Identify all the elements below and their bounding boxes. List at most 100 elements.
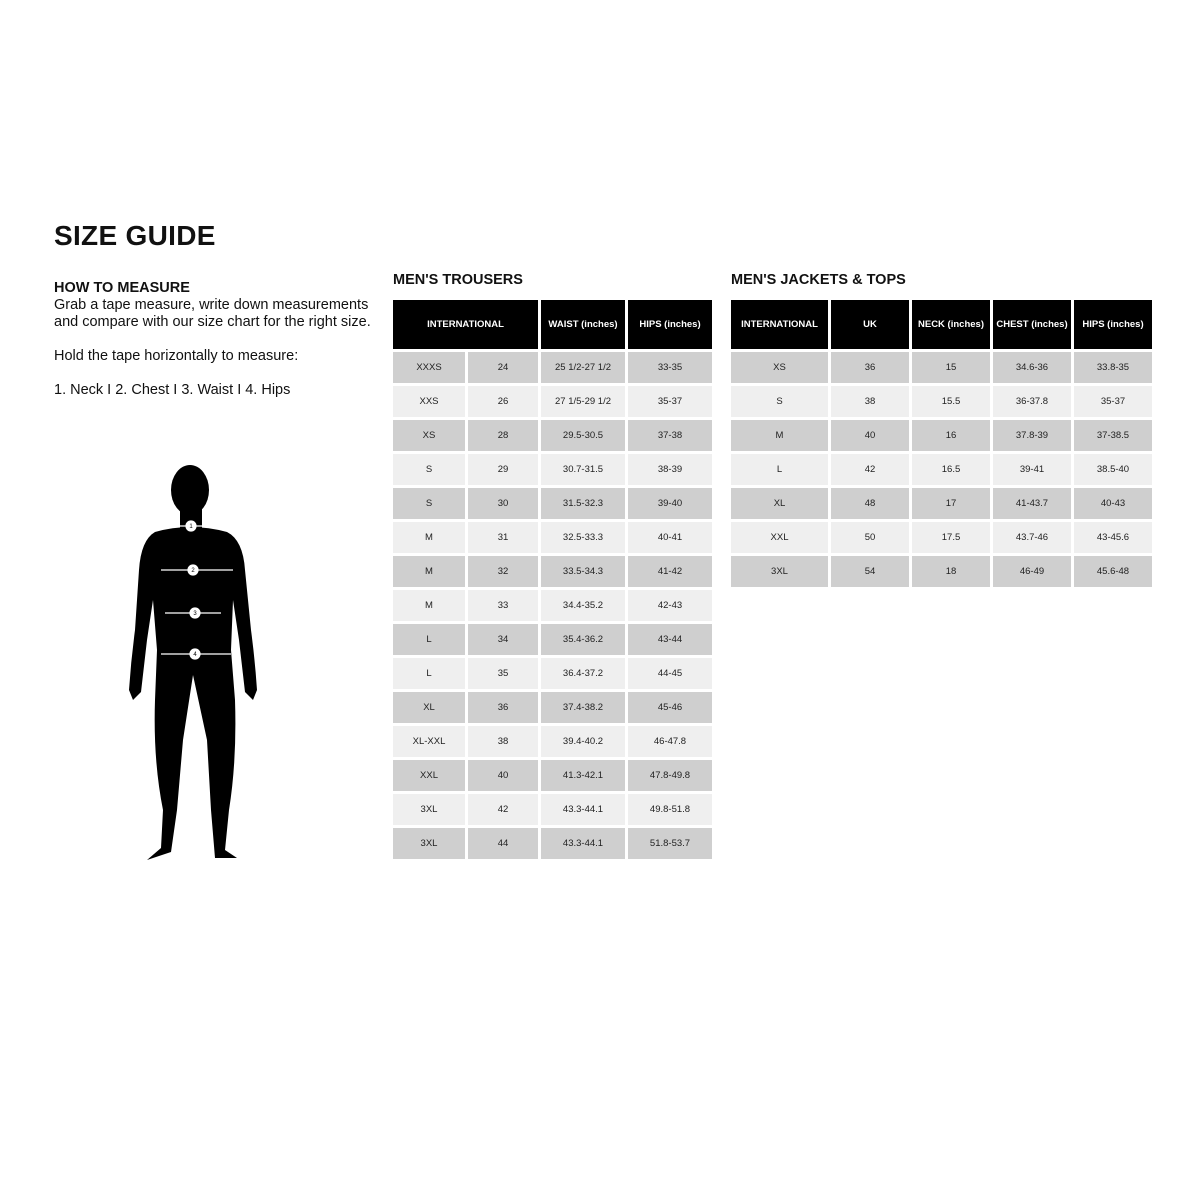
table-cell: 31	[468, 522, 538, 553]
table-cell: 17.5	[912, 522, 990, 553]
table-cell: 3XL	[393, 794, 465, 825]
table-cell: 33.5-34.3	[541, 556, 625, 587]
table-row: 3XL 42 43.3-44.1 49.8-51.8	[393, 794, 712, 825]
table-cell: 34.6-36	[993, 352, 1071, 383]
header-waist: WAIST (inches)	[541, 300, 625, 349]
table-cell: 40-43	[1074, 488, 1152, 519]
table-cell: 40	[831, 420, 909, 451]
table-row: 3XL 44 43.3-44.1 51.8-53.7	[393, 828, 712, 859]
table-row: XXS 26 27 1/5-29 1/2 35-37	[393, 386, 712, 417]
table-cell: 46-49	[993, 556, 1071, 587]
table-cell: 40	[468, 760, 538, 791]
table-cell: L	[731, 454, 828, 485]
table-cell: 33	[468, 590, 538, 621]
table-row: XS 36 15 34.6-36 33.8-35	[731, 352, 1152, 383]
table-cell: 36.4-37.2	[541, 658, 625, 689]
table-cell: 32	[468, 556, 538, 587]
table-cell: M	[393, 522, 465, 553]
table-cell: XL-XXL	[393, 726, 465, 757]
table-row: L 35 36.4-37.2 44-45	[393, 658, 712, 689]
table-cell: 15	[912, 352, 990, 383]
table-row: XS 28 29.5-30.5 37-38	[393, 420, 712, 451]
table-cell: 43.7-46	[993, 522, 1071, 553]
table-cell: 17	[912, 488, 990, 519]
table-cell: 35-37	[1074, 386, 1152, 417]
table-cell: 3XL	[731, 556, 828, 587]
table-cell: S	[393, 488, 465, 519]
table-header: CHEST (inches)	[993, 300, 1071, 349]
table-cell: 43.3-44.1	[541, 828, 625, 859]
table-row: M 31 32.5-33.3 40-41	[393, 522, 712, 553]
table-cell: 33.8-35	[1074, 352, 1152, 383]
table-row: M 33 34.4-35.2 42-43	[393, 590, 712, 621]
how-to-measure: HOW TO MEASURE Grab a tape measure, writ…	[54, 280, 384, 399]
marker-waist: 3	[193, 611, 197, 617]
table-cell: 43.3-44.1	[541, 794, 625, 825]
marker-neck: 1	[189, 524, 193, 530]
table-cell: 29.5-30.5	[541, 420, 625, 451]
table-cell: 35.4-36.2	[541, 624, 625, 655]
table-cell: M	[393, 590, 465, 621]
table-cell: 35	[468, 658, 538, 689]
table-cell: 45.6-48	[1074, 556, 1152, 587]
table-cell: 31.5-32.3	[541, 488, 625, 519]
table-cell: S	[731, 386, 828, 417]
how-to-instruction: Hold the tape horizontally to measure:	[54, 348, 299, 364]
table-cell: XS	[731, 352, 828, 383]
table-cell: XXL	[731, 522, 828, 553]
table-cell: 34	[468, 624, 538, 655]
table-cell: 27 1/5-29 1/2	[541, 386, 625, 417]
how-to-heading: HOW TO MEASURE	[54, 280, 190, 296]
table-cell: 39-40	[628, 488, 712, 519]
table-cell: 16	[912, 420, 990, 451]
table-cell: 16.5	[912, 454, 990, 485]
table-cell: 36	[831, 352, 909, 383]
table-cell: 18	[912, 556, 990, 587]
table-cell: 30.7-31.5	[541, 454, 625, 485]
table-row: XL-XXL 38 39.4-40.2 46-47.8	[393, 726, 712, 757]
table-cell: 25 1/2-27 1/2	[541, 352, 625, 383]
table-cell: XL	[393, 692, 465, 723]
table-cell: XXL	[393, 760, 465, 791]
table-cell: 43-45.6	[1074, 522, 1152, 553]
table-cell: 37-38	[628, 420, 712, 451]
table-cell: 36-37.8	[993, 386, 1071, 417]
table-cell: 35-37	[628, 386, 712, 417]
table-cell: 39-41	[993, 454, 1071, 485]
table-cell: 46-47.8	[628, 726, 712, 757]
table-header: INTERNATIONAL	[731, 300, 828, 349]
table-cell: S	[393, 454, 465, 485]
table-header: HIPS (inches)	[1074, 300, 1152, 349]
body-silhouette-figure: 1 2 3 4	[129, 465, 257, 860]
table-row: XXXS 24 25 1/2-27 1/2 33-35	[393, 352, 712, 383]
table-cell: 45-46	[628, 692, 712, 723]
table-row: XL 48 17 41-43.7 40-43	[731, 488, 1152, 519]
table-row: L 34 35.4-36.2 43-44	[393, 624, 712, 655]
table-row: M 32 33.5-34.3 41-42	[393, 556, 712, 587]
table-row: S 38 15.5 36-37.8 35-37	[731, 386, 1152, 417]
table-row: 3XL 54 18 46-49 45.6-48	[731, 556, 1152, 587]
table-cell: L	[393, 624, 465, 655]
table-cell: 48	[831, 488, 909, 519]
table-cell: 51.8-53.7	[628, 828, 712, 859]
page-title: SIZE GUIDE	[54, 220, 216, 251]
table-cell: 47.8-49.8	[628, 760, 712, 791]
table-cell: M	[393, 556, 465, 587]
table-cell: 50	[831, 522, 909, 553]
table-cell: 43-44	[628, 624, 712, 655]
marker-hips: 4	[193, 652, 197, 658]
table-cell: 37-38.5	[1074, 420, 1152, 451]
table-cell: 42	[831, 454, 909, 485]
header-international: INTERNATIONAL	[393, 300, 538, 349]
table-row: XXL 50 17.5 43.7-46 43-45.6	[731, 522, 1152, 553]
table-cell: 30	[468, 488, 538, 519]
table-cell: XXS	[393, 386, 465, 417]
table-cell: L	[393, 658, 465, 689]
table-cell: 38-39	[628, 454, 712, 485]
table-cell: 44	[468, 828, 538, 859]
table-cell: 37.8-39	[993, 420, 1071, 451]
how-to-text: Grab a tape measure, write down measurem…	[54, 297, 371, 330]
header-hips: HIPS (inches)	[628, 300, 712, 349]
table-cell: XL	[731, 488, 828, 519]
table-row: L 42 16.5 39-41 38.5-40	[731, 454, 1152, 485]
